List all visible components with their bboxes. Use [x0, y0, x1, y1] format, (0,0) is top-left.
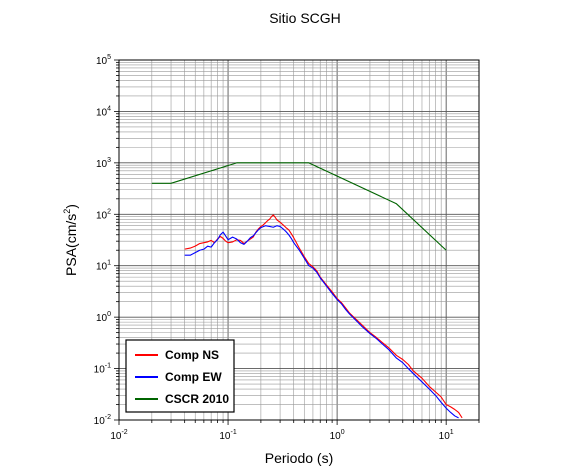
y-tick-base: 10	[94, 365, 106, 376]
plot-frame	[118, 59, 480, 421]
y-axis-label-main: PSA(cm/s	[63, 214, 79, 276]
legend-label-comp-ns: Comp NS	[165, 348, 219, 362]
y-tick-label: 104	[96, 105, 111, 118]
x-tick-base: 10	[110, 431, 122, 442]
x-tick-base: 10	[219, 431, 231, 442]
y-tick-base: 10	[96, 107, 108, 118]
y-tick-exp: 2	[107, 208, 111, 215]
x-tick-base: 10	[330, 431, 342, 442]
y-axis-label-close: )	[63, 204, 79, 209]
y-tick-label: 10-2	[94, 414, 111, 427]
y-tick-label: 105	[96, 54, 111, 67]
y-tick-label: 103	[96, 157, 111, 170]
legend-label-comp-ew: Comp EW	[165, 370, 222, 384]
y-tick-exp: 3	[107, 157, 111, 164]
y-tick-base: 10	[96, 262, 108, 273]
x-tick-label: 10-2	[110, 429, 127, 442]
x-tick-exp: 0	[341, 429, 345, 436]
y-axis-label: PSA(cm/s2)	[62, 204, 79, 276]
y-tick-exp: 5	[107, 54, 111, 61]
x-tick-label: 10-1	[219, 429, 236, 442]
y-tick-label: 102	[96, 208, 111, 221]
x-tick-exp: 1	[450, 429, 454, 436]
series-line-comp-ns	[184, 214, 463, 419]
y-tick-label: 100	[96, 311, 111, 324]
y-tick-exp: 1	[107, 260, 111, 267]
x-tick-base: 10	[439, 431, 451, 442]
x-tick-exp: -2	[121, 429, 127, 436]
y-tick-exp: 4	[107, 105, 111, 112]
series-layer	[151, 162, 463, 419]
x-axis-label: Periodo (s)	[265, 450, 333, 466]
y-tick-label: 101	[96, 260, 111, 273]
y-tick-base: 10	[96, 159, 108, 170]
y-tick-label: 10-1	[94, 363, 111, 376]
legend-label-cscr-2010: CSCR 2010	[165, 392, 229, 406]
y-tick-base: 10	[94, 416, 106, 427]
legend: Comp NS Comp EW CSCR 2010	[125, 339, 235, 413]
y-tick-base: 10	[96, 56, 108, 67]
chart-title: Sitio SCGH	[269, 10, 341, 26]
x-tick-label: 101	[439, 429, 454, 442]
series-line-cscr-2010	[151, 162, 447, 251]
y-tick-exp: 0	[107, 311, 111, 318]
x-tick-label: 100	[330, 429, 345, 442]
x-tick-exp: -1	[231, 429, 237, 436]
series-line-comp-ew	[184, 225, 459, 419]
y-tick-exp: -1	[105, 363, 111, 370]
y-tick-exp: -2	[105, 414, 111, 421]
y-axis-label-exp: 2	[62, 209, 72, 214]
y-tick-base: 10	[96, 313, 108, 324]
y-tick-base: 10	[96, 210, 108, 221]
